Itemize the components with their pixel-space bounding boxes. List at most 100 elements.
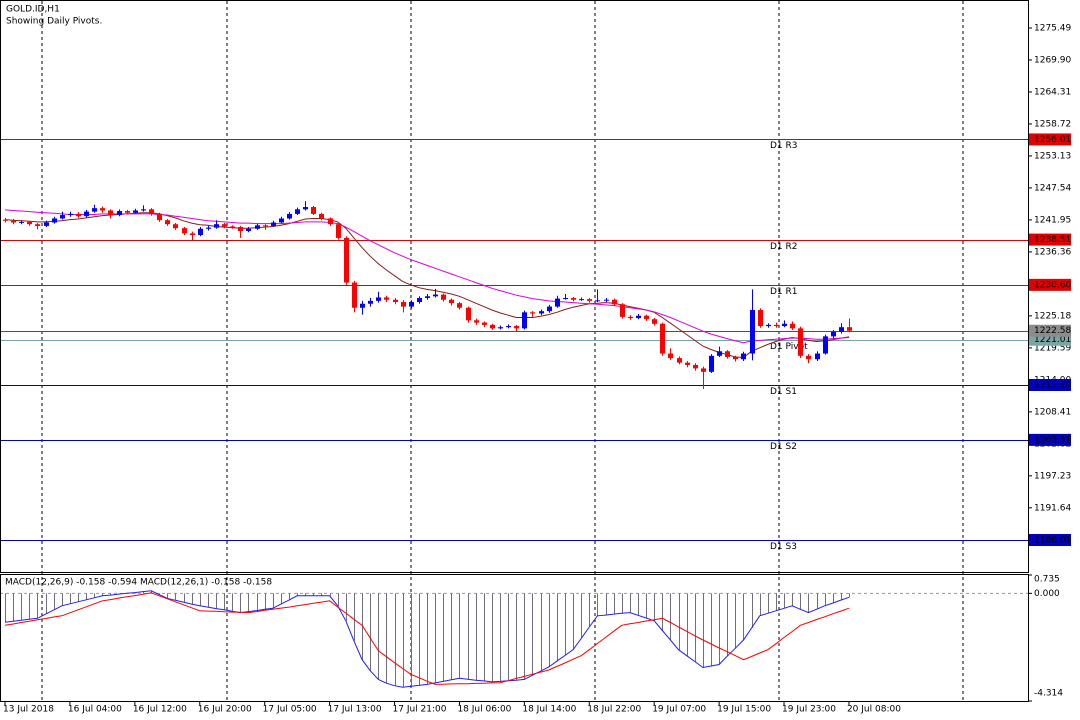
pivot-label: D1 S1 [770,387,797,397]
y-tick-label: 1208.41 [1034,407,1071,417]
candle-body [173,224,178,229]
pivot-value-box [1029,378,1071,391]
candle-body [336,224,341,238]
candle-body [457,303,462,308]
candle-body [360,303,365,308]
candle-body [717,351,722,356]
candle-body [741,353,746,360]
y-tick-label: 1236.36 [1034,247,1071,257]
pivot-value-label: 1186.01 [1034,536,1071,546]
candle-body [271,222,276,226]
pivot-value-box [1029,534,1071,547]
y-tick-label: -4.314 [1034,689,1063,699]
candle-body [644,315,649,320]
candle-body [547,306,552,312]
candle-body [230,226,235,228]
candle-body [522,312,527,329]
pivot-value-label: 1256.01 [1034,135,1071,145]
x-tick-label: 17 Jul 13:00 [328,705,382,715]
candle-body [255,225,260,229]
last-price-box [1029,324,1071,337]
x-tick-label: 19 Jul 15:00 [717,705,771,715]
candle-body [319,213,324,219]
candle-body [425,296,430,299]
candle-body [222,224,227,227]
x-tick-label: 13 Jul 2018 [3,705,54,715]
candle-body [790,323,795,329]
candle-body [571,298,576,300]
candle-body [76,213,81,217]
candle-body [677,358,682,363]
candle-body [636,315,641,319]
candle-body [782,323,787,327]
candle-body [206,227,211,229]
y-tick-label: 1269.90 [1034,55,1071,65]
candle-body [847,327,852,331]
pivot-label: D1 R2 [770,242,798,252]
candle-body [620,304,625,317]
y-tick-label: 1241.95 [1034,215,1071,225]
candle-body [660,323,665,354]
candle-body [133,210,138,213]
candle-body [11,220,16,223]
x-tick-label: 19 Jul 07:00 [652,705,706,715]
candle-body [409,302,414,307]
y-tick-label: 1247.54 [1034,183,1071,193]
candle-body [725,351,730,357]
candle-body [60,215,65,219]
pivot-value-label: 1213.10 [1034,380,1071,390]
candle-body [198,228,203,236]
candle-body [449,299,454,304]
candle-body [490,324,495,329]
candle-body [701,368,706,372]
candle-body [44,222,49,226]
candle-body [190,233,195,236]
candle-body [628,316,633,319]
candle-body [839,327,844,332]
pivot-value-box [1029,278,1071,291]
candle-body [798,328,803,356]
x-tick-label: 19 Jul 23:00 [782,705,836,715]
candle-body [238,227,243,232]
pivot-value-label: 1221.01 [1034,335,1071,345]
macd-frame [0,574,1029,702]
macd-line [4,592,850,685]
candle-body [141,209,146,211]
candle-body [441,294,446,300]
main-frame [0,0,1029,573]
candle-body [125,211,130,213]
candle-body [685,362,690,365]
candle-body [595,300,600,302]
candle-body [303,207,308,210]
pivot-value-box [1029,433,1071,446]
candle-body [100,208,105,211]
candle-body [766,324,771,327]
candle-body [3,219,8,221]
candle-body [774,324,779,327]
y-tick-label: 1191.64 [1034,503,1071,513]
candle-body [831,331,836,337]
x-tick-label: 16 Jul 12:00 [133,705,187,715]
candle-body [27,221,32,225]
x-tick-label: 16 Jul 20:00 [198,705,252,715]
candle-body [652,319,657,324]
candle-body [482,322,487,325]
candle-body [823,336,828,354]
x-tick-label: 18 Jul 06:00 [457,705,511,715]
y-tick-label: 1197.23 [1034,471,1071,481]
pivot-label: D1 S2 [770,442,797,452]
candle-body [117,211,122,216]
candle-body [474,320,479,323]
candle-body [35,224,40,226]
candle-body [750,310,755,354]
pivot-value-box [1029,133,1071,146]
pivot-label: D1 R1 [770,287,798,297]
candle-body [587,299,592,301]
candle-body [368,300,373,304]
y-tick-label: 1275.49 [1034,23,1071,33]
x-tick-label: 18 Jul 22:00 [587,705,641,715]
x-tick-label: 17 Jul 21:00 [393,705,447,715]
candle-body [579,299,584,301]
candle-body [555,298,560,307]
candle-body [612,299,617,305]
